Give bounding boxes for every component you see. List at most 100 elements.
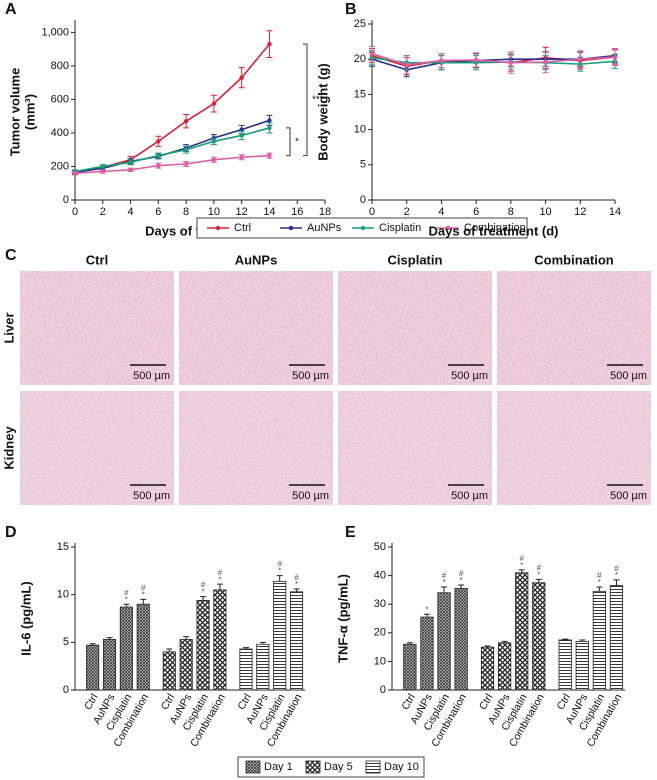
data-point <box>439 58 444 63</box>
significance-marker: # <box>519 554 524 563</box>
data-point <box>183 119 189 124</box>
column-header: AuNPs <box>235 252 278 267</box>
micrograph <box>497 391 651 505</box>
y-tick-label: 400 <box>51 127 69 139</box>
y-tick-label: 600 <box>51 93 69 105</box>
significance-marker: * <box>460 576 463 585</box>
bar <box>256 643 270 691</box>
bar <box>437 592 451 691</box>
panel-letter: A <box>5 1 17 18</box>
error-bar <box>579 639 586 642</box>
error-bar <box>535 578 542 583</box>
y-tick-label: 15 <box>57 541 69 553</box>
legend-swatch <box>305 760 321 774</box>
error-bar <box>458 584 465 589</box>
y-tick-label: 5 <box>63 636 69 648</box>
data-point <box>183 161 189 167</box>
scale-bar-label: 500 µm <box>292 490 329 502</box>
error-bar <box>216 583 223 590</box>
significance-bracket <box>303 43 308 157</box>
y-axis-label: Tumor volume <box>7 68 22 157</box>
x-axis-label: Days of treatment (d) <box>428 223 558 238</box>
y-tick-label: 200 <box>51 160 69 172</box>
data-point <box>267 125 272 131</box>
bar <box>420 616 434 691</box>
legend-marker <box>360 225 366 231</box>
x-tick-label: 4 <box>127 206 133 218</box>
significance-marker: * <box>295 580 298 589</box>
legend-marker <box>288 225 294 231</box>
data-point <box>156 139 161 144</box>
bar <box>213 589 227 691</box>
error-bar <box>166 648 173 652</box>
y-tick-label: 0 <box>63 684 69 696</box>
bar <box>403 643 417 691</box>
series-line <box>371 52 616 66</box>
significance-marker: # <box>141 584 146 593</box>
bar <box>575 640 589 691</box>
micrograph <box>497 271 651 385</box>
y-axis-label: IL-6 (pg/mL) <box>18 581 33 655</box>
data-point <box>473 57 479 63</box>
error-bar <box>200 596 207 601</box>
error-bar <box>518 569 525 573</box>
legend-marker <box>215 225 221 231</box>
x-tick-label: 12 <box>574 206 586 218</box>
scale-bar-label: 500 µm <box>451 370 488 382</box>
error-bar <box>423 613 430 618</box>
error-bar <box>441 586 448 593</box>
data-point <box>267 153 272 158</box>
panel-letter: E <box>345 524 356 541</box>
significance-marker: # <box>218 568 223 577</box>
x-tick-label: 18 <box>319 206 331 218</box>
scale-bar-label: 500 µm <box>292 370 329 382</box>
x-tick-label: 8 <box>508 206 514 218</box>
bar <box>136 603 150 691</box>
bar <box>532 582 546 691</box>
scale-bar-label: 500 µm <box>133 490 170 502</box>
x-tick-label: 8 <box>183 206 189 218</box>
error-bar <box>293 588 300 592</box>
significance-marker: * <box>425 605 428 614</box>
bar <box>290 591 304 691</box>
significance-marker: * <box>125 595 128 604</box>
significance-bracket <box>286 127 291 157</box>
scale-bar-label: 500 µm <box>610 490 647 502</box>
significance-marker: # <box>459 569 464 578</box>
legend-label: Combination <box>464 222 526 234</box>
bar <box>558 639 572 691</box>
y-axis-label: TNF-α (pg/mL) <box>335 574 350 663</box>
x-tick-label: 6 <box>155 206 161 218</box>
y-tick-label: 0 <box>63 194 69 206</box>
micrograph <box>179 271 333 385</box>
micrograph <box>338 391 492 505</box>
bar <box>86 644 100 691</box>
legend-label: Day 10 <box>384 761 419 773</box>
legend-marker <box>445 225 451 231</box>
legend-label: AuNPs <box>307 222 342 234</box>
bar <box>480 646 495 691</box>
significance-marker: # <box>614 564 619 573</box>
data-point <box>239 155 244 160</box>
error-bar <box>276 575 283 582</box>
series-line <box>74 127 270 173</box>
significance-marker: # <box>537 563 542 572</box>
column-header: Ctrl <box>86 252 108 267</box>
x-tick-label: 10 <box>539 206 551 218</box>
data-point <box>239 133 244 138</box>
error-bar <box>613 579 620 586</box>
error-bar <box>562 638 569 640</box>
data-point <box>578 57 583 62</box>
significance-marker: # <box>124 588 129 597</box>
bar <box>102 639 117 691</box>
x-tick-label: 2 <box>404 206 410 218</box>
legend-swatch <box>365 760 381 774</box>
significance-marker: * <box>278 567 281 576</box>
panel-letter: D <box>5 524 17 541</box>
x-tick-label: 14 <box>609 206 621 218</box>
legend-label: Day 1 <box>264 761 293 773</box>
error-bar <box>140 598 147 605</box>
error-bar <box>89 643 96 646</box>
y-tick-label: 15 <box>354 88 366 100</box>
